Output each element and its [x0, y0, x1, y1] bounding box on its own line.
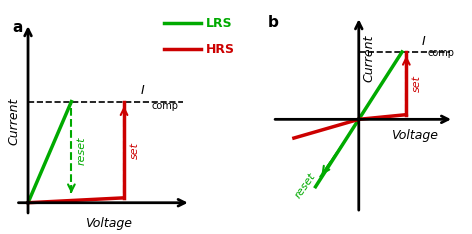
Text: set: set [129, 142, 139, 159]
Text: $I$: $I$ [140, 84, 145, 97]
Text: b: b [268, 15, 279, 29]
Text: HRS: HRS [206, 43, 235, 56]
Text: comp: comp [428, 48, 455, 58]
Text: a: a [13, 20, 23, 35]
Text: LRS: LRS [206, 17, 233, 30]
Text: Current: Current [362, 35, 376, 82]
Text: Current: Current [8, 98, 21, 145]
Text: set: set [412, 75, 421, 92]
Text: comp: comp [152, 101, 179, 111]
Text: reset: reset [77, 136, 87, 165]
Text: Voltage: Voltage [85, 217, 132, 230]
Text: reset: reset [293, 171, 317, 200]
Text: Voltage: Voltage [391, 129, 438, 142]
Text: $I$: $I$ [421, 35, 426, 48]
